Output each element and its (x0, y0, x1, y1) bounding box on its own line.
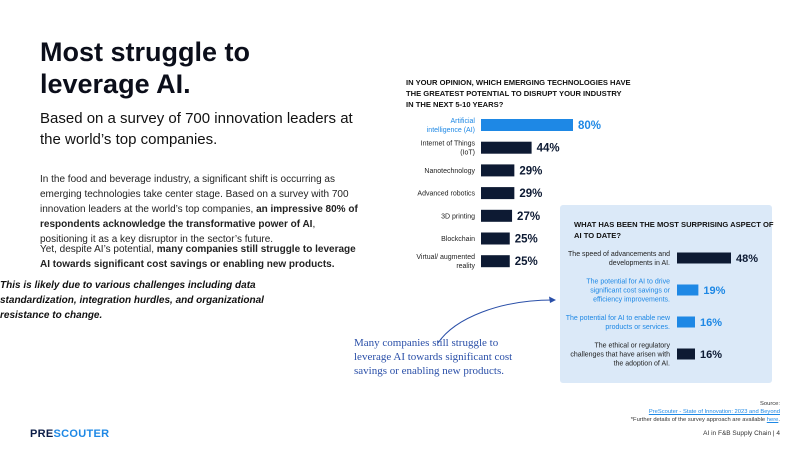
bar-4 (481, 209, 513, 222)
prescouter-logo: PRESCOUTER (30, 428, 109, 440)
challenges-paragraph: This is likely due to various challenges… (0, 280, 264, 321)
source-note-text: *Further details of the survey approach … (630, 417, 767, 423)
chart2-panel (560, 205, 772, 383)
value-label-2: 16% (700, 317, 722, 329)
page-subtitle: Based on a survey of 700 innovation lead… (40, 110, 353, 148)
value-label-0: 48% (736, 253, 758, 265)
callout-arrow (437, 299, 554, 344)
category-label-1: Internet of Things (IoT) (421, 141, 476, 157)
intro-bold: an impressive 80% of respondents acknowl… (40, 204, 358, 230)
chart1-title: IN YOUR OPINION, WHICH EMERGING TECHNOLO… (406, 78, 631, 109)
intro-text-1: In the food and beverage industry, a sig… (40, 174, 349, 215)
source-here-link[interactable]: here (766, 417, 779, 423)
category-label-5: Blockchain (441, 236, 475, 243)
callout-arrowhead (549, 296, 556, 303)
callout-text: Many companies still struggle to leverag… (354, 337, 513, 377)
value-label-5: 25% (515, 234, 538, 246)
page-title: Most struggle to leverage AI. (40, 37, 250, 99)
category-label-6: Virtual/ augmented reality (416, 254, 475, 270)
category-label-1: The potential for AI to drive significant… (586, 279, 670, 304)
source-note-end: . (778, 417, 780, 423)
logo-part1: PRE (30, 428, 54, 440)
chart2-title: WHAT HAS BEEN THE MOST SURPRISING ASPECT… (574, 220, 774, 240)
bar-3 (481, 187, 515, 200)
bar-3 (677, 348, 695, 360)
intro-paragraph: In the food and beverage industry, a sig… (40, 172, 360, 247)
bar-0 (481, 119, 573, 131)
category-label-3: The ethical or regulatory challenges that… (570, 343, 670, 368)
category-label-2: Nanotechnology (424, 168, 475, 175)
struggle-paragraph: Yet, despite AI’s potential, many compan… (40, 242, 360, 272)
bar-2 (677, 316, 695, 328)
bar-1 (677, 284, 699, 296)
category-label-2: The potential for AI to enable new produc… (566, 315, 671, 331)
value-label-2: 29% (519, 165, 542, 177)
struggle-bold: many companies still struggle to leverag… (40, 244, 356, 270)
value-label-1: 19% (703, 285, 725, 297)
bar-6 (481, 255, 510, 268)
source-link[interactable]: PreScouter - State of Innovation: 2023 a… (648, 409, 780, 415)
category-label-0: The speed of advancements and development… (568, 251, 670, 267)
source-note: Source: PreScouter - State of Innovation… (520, 400, 780, 424)
chart2-bars: 48% The speed of advancements and developm… (566, 251, 759, 368)
value-label-4: 27% (517, 211, 540, 223)
bar-2 (481, 164, 515, 177)
value-label-1: 44% (537, 143, 560, 155)
value-label-0: 80% (578, 120, 601, 132)
intro-text-2: , positioning it as a key disruptor in t… (40, 219, 316, 245)
bar-1 (481, 141, 532, 154)
value-label-3: 16% (700, 349, 722, 361)
category-label-3: Advanced robotics (417, 191, 475, 198)
bar-0 (677, 252, 731, 264)
source-label: Source: (760, 401, 780, 407)
bar-5 (481, 232, 510, 245)
value-label-3: 29% (519, 188, 542, 200)
logo-part2: SCOUTER (53, 428, 110, 440)
category-label-4: 3D printing (441, 213, 475, 220)
struggle-text: Yet, despite AI’s potential, (40, 244, 157, 255)
value-label-6: 25% (515, 256, 538, 268)
category-label-0: Artificial intelligence (AI) (427, 118, 476, 134)
chart1-bars: 80% Artificial intelligence (AI) 44% Interne… (416, 118, 601, 270)
footer-page-label: AI in F&B Supply Chain | 4 (703, 430, 780, 437)
